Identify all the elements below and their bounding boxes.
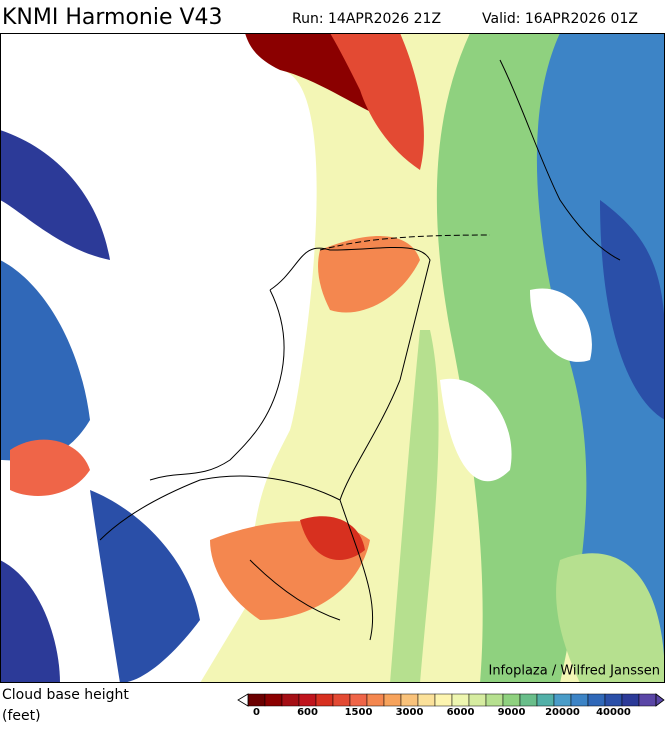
colorbar-segment — [638, 693, 657, 707]
legend-title: Cloud base height — [2, 687, 129, 703]
colorbar-tick-label: 0 — [253, 707, 260, 718]
colorbar-segment — [502, 693, 521, 707]
colorbar-segment — [247, 693, 266, 707]
colorbar-tick-label: 20000 — [545, 707, 580, 718]
colorbar-segment — [553, 693, 572, 707]
colorbar-segment — [366, 693, 385, 707]
colorbar-segment — [434, 693, 453, 707]
colorbar-tick-label: 3000 — [396, 707, 424, 718]
cloud-area-france — [0, 560, 60, 683]
wadden-islands — [319, 234, 491, 251]
cloud-area-lightgreen — [390, 330, 439, 683]
low-cloud-eifel — [300, 516, 365, 560]
colorbar-tick-label: 6000 — [447, 707, 475, 718]
clear-patches-east — [440, 288, 592, 482]
colorbar-segment — [587, 693, 606, 707]
colorbar-tick-label: 600 — [297, 707, 318, 718]
colorbar-segment — [621, 693, 640, 707]
cloud-area-england — [0, 260, 90, 461]
colorbar-segment — [417, 693, 436, 707]
colorbar-segment — [298, 693, 317, 707]
colorbar: 0 600 1500 3000 6000 9000 20000 40000 — [237, 693, 665, 718]
credit: Infoplaza / Wilfred Janssen — [488, 664, 660, 679]
low-cloud-kent — [10, 439, 90, 496]
colorbar-segment — [451, 693, 470, 707]
run-time: Run: 14APR2026 21Z — [292, 11, 441, 27]
colorbar-tick-label: 9000 — [498, 707, 526, 718]
colorbar-tick-label: 40000 — [596, 707, 631, 718]
colorbar-tick-label: 1500 — [345, 707, 373, 718]
cloud-area-green — [436, 33, 587, 683]
colorbar-segment — [281, 693, 300, 707]
legend-unit: (feet) — [2, 708, 41, 724]
colorbar-segment — [400, 693, 419, 707]
colorbar-segment — [536, 693, 555, 707]
cloud-area-channel — [90, 490, 200, 683]
cloud-area-southeast — [556, 553, 665, 683]
colorbar-segment — [570, 693, 589, 707]
title: KNMI Harmonie V43 — [2, 5, 223, 30]
borders — [99, 59, 621, 641]
map — [0, 33, 665, 683]
colorbar-segment — [383, 693, 402, 707]
colorbar-segment — [349, 693, 368, 707]
colorbar-segment — [485, 693, 504, 707]
colorbar-segment — [519, 693, 538, 707]
colorbar-segment — [264, 693, 283, 707]
valid-time: Valid: 16APR2026 01Z — [482, 11, 638, 27]
colorbar-segment — [332, 693, 351, 707]
colorbar-segment — [604, 693, 623, 707]
low-cloud-frisia — [318, 236, 420, 313]
low-cloud-north-2 — [330, 33, 424, 170]
colorbar-segment — [315, 693, 334, 707]
colorbar-segment — [468, 693, 487, 707]
cloud-area-darkblue — [600, 200, 665, 420]
colorbar-arrow-left — [237, 693, 249, 707]
colorbar-arrow-right — [655, 693, 665, 707]
cloud-area-north-sea — [0, 130, 110, 260]
